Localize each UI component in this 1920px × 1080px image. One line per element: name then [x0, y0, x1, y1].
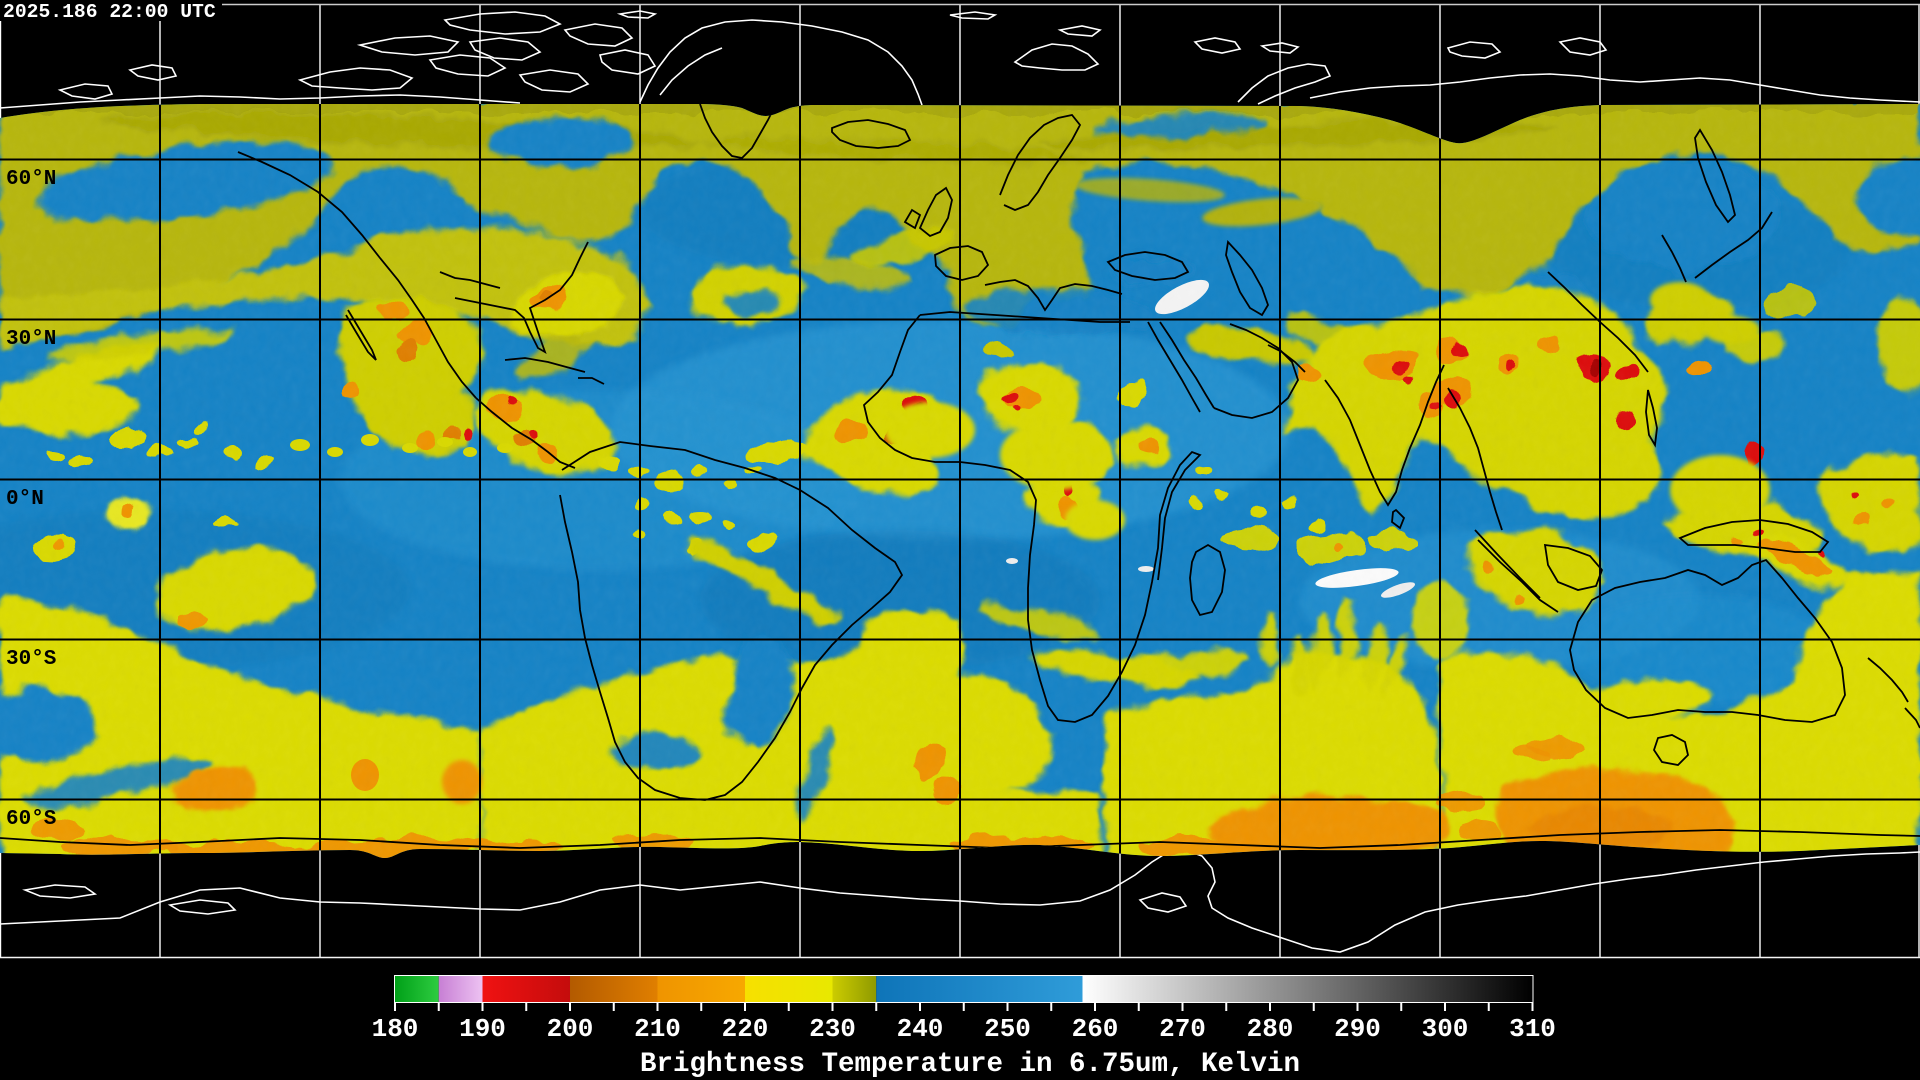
svg-text:260: 260 [1072, 1014, 1119, 1044]
svg-text:310: 310 [1509, 1014, 1556, 1044]
svg-text:30°S: 30°S [6, 648, 56, 671]
svg-text:60°N: 60°N [6, 168, 56, 191]
svg-text:210: 210 [634, 1014, 681, 1044]
svg-text:2025.186 22:00 UTC: 2025.186 22:00 UTC [3, 1, 216, 23]
svg-text:300: 300 [1422, 1014, 1469, 1044]
svg-text:290: 290 [1334, 1014, 1381, 1044]
svg-text:270: 270 [1159, 1014, 1206, 1044]
svg-text:250: 250 [984, 1014, 1031, 1044]
svg-text:230: 230 [809, 1014, 856, 1044]
svg-text:200: 200 [547, 1014, 594, 1044]
svg-text:280: 280 [1247, 1014, 1294, 1044]
svg-text:30°N: 30°N [6, 328, 56, 351]
svg-text:220: 220 [722, 1014, 769, 1044]
svg-text:240: 240 [897, 1014, 944, 1044]
svg-text:Brightness Temperature in 6.75: Brightness Temperature in 6.75um, Kelvin [640, 1049, 1300, 1080]
svg-text:190: 190 [459, 1014, 506, 1044]
svg-text:180: 180 [372, 1014, 419, 1044]
svg-text:0°N: 0°N [6, 488, 44, 511]
svg-text:60°S: 60°S [6, 808, 56, 831]
